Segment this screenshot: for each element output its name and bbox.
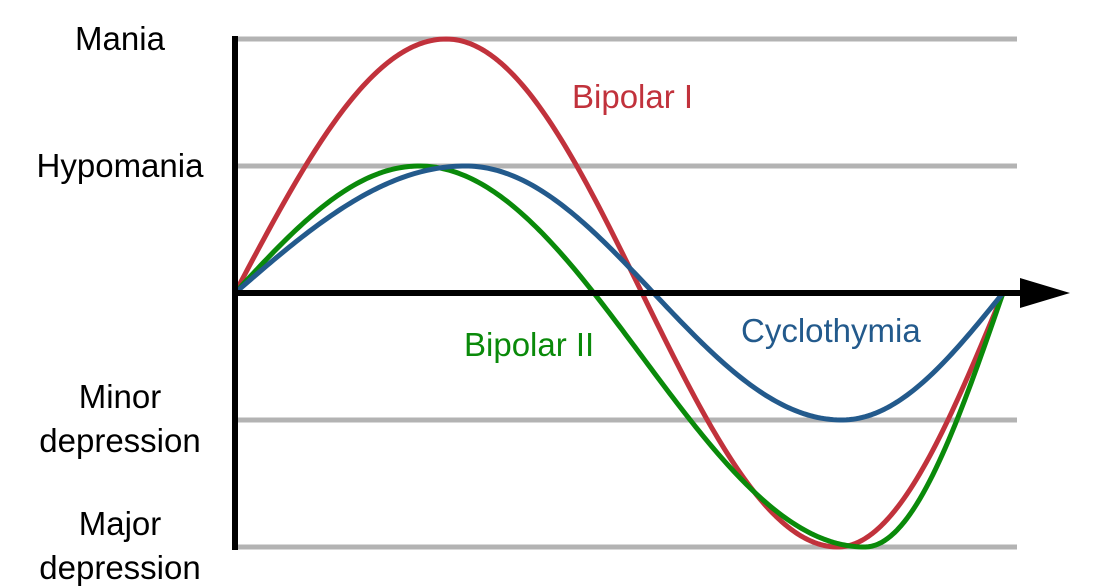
level-label-line: Minor bbox=[79, 378, 162, 415]
axes bbox=[232, 36, 1070, 550]
curve-bipolar-ii bbox=[233, 163, 1006, 550]
level-label-minor-depression: Minor depression bbox=[39, 378, 200, 459]
curve-cyclothymia bbox=[233, 163, 1005, 423]
level-labels: Mania Hypomania Minor depression Major depres… bbox=[37, 20, 205, 586]
mood-curves bbox=[232, 36, 1006, 550]
x-axis-arrowhead-icon bbox=[1020, 278, 1070, 308]
curve-labels: Bipolar I Bipolar II Cyclothymia bbox=[464, 78, 921, 363]
level-label-line: depression bbox=[39, 422, 200, 459]
level-label-hypomania: Hypomania bbox=[37, 147, 205, 184]
curve-label-bipolar-i: Bipolar I bbox=[572, 78, 693, 115]
level-label-line: Major bbox=[79, 505, 162, 542]
curve-label-cyclothymia: Cyclothymia bbox=[741, 312, 921, 349]
curve-bipolar-i bbox=[232, 36, 1006, 550]
level-gridlines bbox=[235, 36, 1017, 550]
level-label-line: Mania bbox=[75, 20, 166, 57]
level-label-line: depression bbox=[39, 549, 200, 586]
level-label-mania: Mania bbox=[75, 20, 166, 57]
level-label-line: Hypomania bbox=[37, 147, 205, 184]
level-label-major-depression: Major depression bbox=[39, 505, 200, 586]
curve-label-bipolar-ii: Bipolar II bbox=[464, 326, 594, 363]
